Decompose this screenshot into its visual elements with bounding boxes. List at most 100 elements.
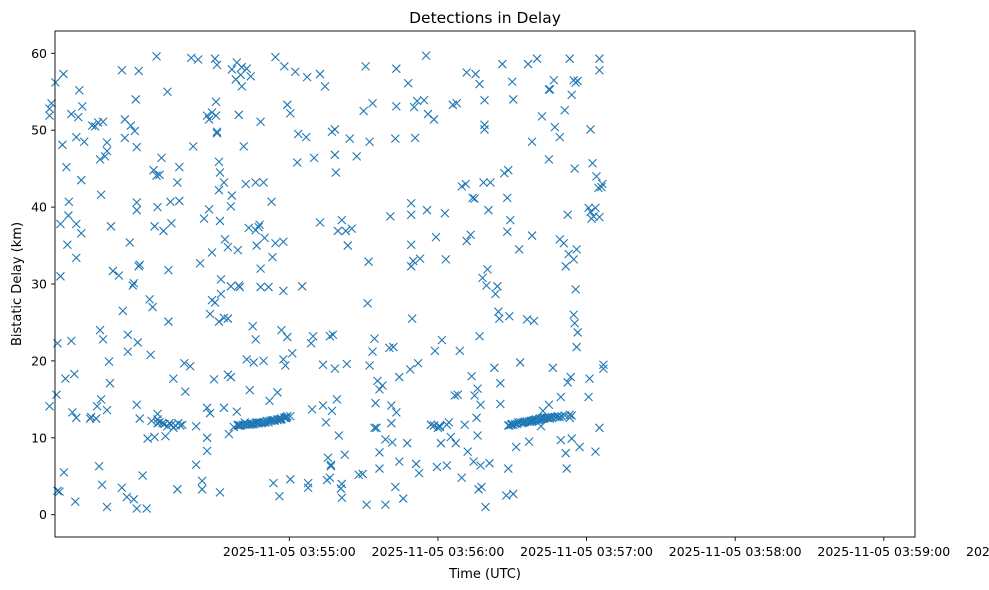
data-point: [134, 66, 144, 76]
data-point: [362, 500, 371, 510]
data-point: [161, 431, 170, 441]
data-point: [510, 419, 520, 429]
data-point: [390, 134, 400, 144]
data-point: [71, 219, 81, 229]
data-point: [47, 98, 56, 108]
y-tick-label: 60: [31, 46, 47, 61]
data-point: [497, 59, 507, 69]
data-point: [279, 61, 289, 71]
data-point: [323, 453, 333, 463]
data-point: [216, 274, 226, 284]
data-point: [90, 121, 100, 131]
data-point: [297, 281, 307, 291]
data-point: [591, 203, 600, 213]
data-point: [212, 128, 222, 138]
data-point: [129, 494, 139, 504]
data-point: [235, 282, 245, 292]
data-point: [205, 408, 215, 418]
data-point: [237, 62, 247, 72]
data-point: [303, 478, 313, 488]
data-point: [282, 411, 292, 421]
data-point: [67, 408, 77, 417]
data-point: [207, 108, 217, 117]
data-point: [166, 197, 175, 207]
data-point: [394, 457, 404, 467]
data-point: [211, 97, 221, 107]
data-point: [285, 411, 295, 421]
data-point: [79, 137, 89, 147]
data-point: [246, 71, 256, 81]
data-point: [106, 221, 116, 231]
data-point: [95, 155, 105, 164]
data-point: [555, 412, 565, 422]
data-point: [471, 69, 480, 79]
data-point: [212, 60, 222, 70]
data-point: [507, 77, 517, 87]
data-point: [98, 334, 108, 344]
data-point: [251, 334, 261, 344]
data-point: [571, 284, 581, 294]
data-point: [470, 391, 479, 400]
data-point: [167, 218, 176, 228]
data-point: [462, 236, 472, 246]
data-point: [569, 310, 579, 320]
data-point: [145, 294, 155, 304]
data-point: [120, 133, 130, 143]
data-point: [108, 266, 118, 276]
data-point: [98, 117, 108, 127]
data-point: [62, 162, 71, 172]
data-point: [331, 168, 341, 177]
data-point: [102, 405, 112, 415]
data-point: [87, 121, 97, 130]
data-point: [325, 331, 335, 341]
data-point: [164, 265, 173, 275]
data-point: [504, 311, 514, 321]
data-point: [585, 374, 594, 383]
data-point: [234, 110, 244, 120]
data-point: [455, 346, 465, 356]
data-point: [185, 361, 195, 371]
data-point: [242, 64, 252, 74]
data-point: [415, 254, 425, 264]
data-point: [343, 241, 353, 250]
data-point: [475, 79, 484, 89]
data-point: [446, 432, 456, 442]
data-point: [188, 141, 198, 151]
data-point: [123, 330, 133, 340]
data-point: [45, 401, 54, 411]
data-point: [104, 357, 114, 367]
data-point: [307, 404, 317, 414]
data-point: [71, 413, 81, 423]
data-point: [363, 298, 372, 308]
data-point: [484, 205, 493, 215]
data-point: [214, 185, 224, 195]
data-point: [492, 281, 502, 291]
data-point: [220, 235, 230, 244]
data-point: [123, 347, 133, 357]
y-tick-label: 0: [39, 507, 47, 522]
data-point: [435, 422, 445, 432]
data-point: [422, 205, 432, 215]
data-point: [245, 385, 255, 395]
data-point: [409, 102, 419, 112]
data-point: [122, 492, 132, 502]
data-point: [560, 105, 570, 115]
plot-area: [45, 30, 916, 538]
data-point: [146, 350, 155, 360]
data-point: [91, 414, 101, 423]
data-point: [237, 81, 247, 91]
data-point: [195, 258, 205, 268]
data-point: [565, 54, 575, 64]
data-point: [204, 115, 214, 124]
data-point: [142, 504, 152, 513]
data-point: [375, 464, 384, 473]
data-point: [164, 317, 173, 327]
data-point: [211, 111, 221, 120]
data-point: [375, 448, 384, 457]
data-point: [71, 253, 81, 263]
data-point: [330, 150, 340, 160]
x-tick-label: 2025-11-05 03:58:00: [669, 544, 802, 559]
data-point: [442, 461, 452, 470]
data-point: [76, 175, 86, 185]
data-point: [71, 132, 81, 142]
